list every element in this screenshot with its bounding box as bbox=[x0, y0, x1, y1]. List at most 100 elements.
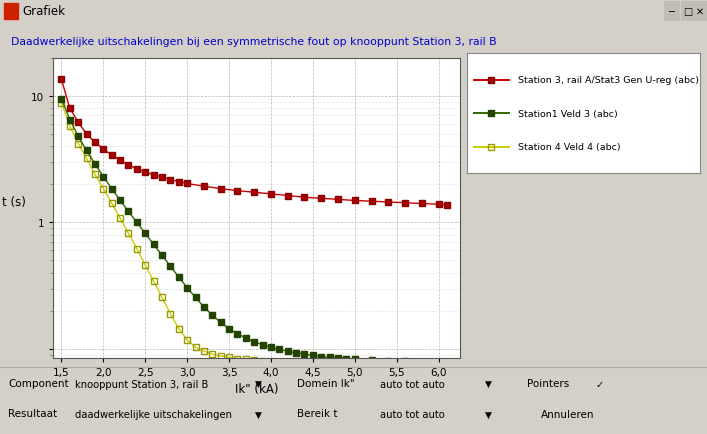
Line: Station 3, rail A/Stat3 Gen U-reg (abc): Station 3, rail A/Stat3 Gen U-reg (abc) bbox=[58, 77, 450, 208]
Station 4 Veld 4 (abc) bbox=[208, 352, 216, 357]
Station 3, rail A/Stat3 Gen U-reg (abc) bbox=[158, 175, 166, 180]
Station 4 Veld 4 (abc) bbox=[158, 295, 166, 300]
Text: ─: ─ bbox=[668, 7, 674, 17]
Text: Pointers: Pointers bbox=[527, 378, 569, 388]
Station 3, rail A/Stat3 Gen U-reg (abc) bbox=[317, 196, 325, 201]
Station 3, rail A/Stat3 Gen U-reg (abc) bbox=[66, 106, 74, 112]
Station 3, rail A/Stat3 Gen U-reg (abc) bbox=[216, 187, 225, 192]
Station 3, rail A/Stat3 Gen U-reg (abc) bbox=[443, 203, 451, 208]
Station1 Veld 3 (abc) bbox=[66, 118, 74, 123]
Text: Annuleren: Annuleren bbox=[541, 409, 594, 419]
Text: auto tot auto: auto tot auto bbox=[380, 409, 445, 419]
Text: ✓: ✓ bbox=[595, 379, 603, 388]
Text: □: □ bbox=[684, 7, 693, 17]
Station 4 Veld 4 (abc) bbox=[133, 247, 141, 252]
Text: ▼: ▼ bbox=[255, 379, 262, 388]
Station1 Veld 3 (abc) bbox=[384, 358, 392, 363]
Text: ▼: ▼ bbox=[255, 410, 262, 419]
Station1 Veld 3 (abc) bbox=[124, 209, 133, 214]
Station 4 Veld 4 (abc) bbox=[116, 216, 124, 221]
Station 4 Veld 4 (abc) bbox=[66, 124, 74, 129]
Station 4 Veld 4 (abc) bbox=[183, 338, 192, 343]
Text: Component: Component bbox=[8, 378, 69, 388]
Station 3, rail A/Stat3 Gen U-reg (abc) bbox=[334, 197, 342, 203]
Station 4 Veld 4 (abc) bbox=[216, 354, 225, 359]
Station 3, rail A/Stat3 Gen U-reg (abc) bbox=[418, 201, 426, 207]
Station 4 Veld 4 (abc) bbox=[99, 187, 107, 192]
Station 4 Veld 4 (abc) bbox=[258, 358, 267, 363]
Station 4 Veld 4 (abc) bbox=[233, 356, 242, 361]
Station1 Veld 3 (abc) bbox=[149, 242, 158, 247]
Line: Station1 Veld 3 (abc): Station1 Veld 3 (abc) bbox=[58, 96, 450, 366]
Station1 Veld 3 (abc) bbox=[242, 335, 250, 341]
Y-axis label: t (s): t (s) bbox=[2, 195, 26, 208]
Station1 Veld 3 (abc) bbox=[208, 313, 216, 318]
Text: Station 4 Veld 4 (abc): Station 4 Veld 4 (abc) bbox=[518, 143, 621, 152]
Station1 Veld 3 (abc) bbox=[141, 231, 149, 237]
Station1 Veld 3 (abc) bbox=[258, 342, 267, 348]
Station1 Veld 3 (abc) bbox=[175, 275, 183, 280]
Station1 Veld 3 (abc) bbox=[166, 264, 175, 269]
Station 4 Veld 4 (abc) bbox=[57, 101, 66, 106]
Station 3, rail A/Stat3 Gen U-reg (abc) bbox=[166, 178, 175, 183]
Station 3, rail A/Stat3 Gen U-reg (abc) bbox=[199, 184, 208, 189]
Station 4 Veld 4 (abc) bbox=[82, 157, 90, 162]
Station 4 Veld 4 (abc) bbox=[300, 360, 309, 365]
Station 4 Veld 4 (abc) bbox=[124, 231, 133, 237]
Station1 Veld 3 (abc) bbox=[334, 355, 342, 361]
Station1 Veld 3 (abc) bbox=[250, 339, 259, 345]
Station1 Veld 3 (abc) bbox=[133, 220, 141, 226]
Station 3, rail A/Stat3 Gen U-reg (abc) bbox=[233, 189, 242, 194]
Station1 Veld 3 (abc) bbox=[82, 148, 90, 154]
Station1 Veld 3 (abc) bbox=[443, 360, 451, 365]
Station 4 Veld 4 (abc) bbox=[74, 141, 83, 147]
Station1 Veld 3 (abc) bbox=[90, 162, 99, 167]
Station 4 Veld 4 (abc) bbox=[90, 172, 99, 178]
Station 3, rail A/Stat3 Gen U-reg (abc) bbox=[401, 201, 409, 206]
Station 3, rail A/Stat3 Gen U-reg (abc) bbox=[384, 200, 392, 205]
Station 4 Veld 4 (abc) bbox=[418, 361, 426, 366]
Line: Station 4 Veld 4 (abc): Station 4 Veld 4 (abc) bbox=[58, 101, 450, 367]
Station 3, rail A/Stat3 Gen U-reg (abc) bbox=[141, 170, 149, 175]
Station 4 Veld 4 (abc) bbox=[275, 359, 284, 365]
Text: ✕: ✕ bbox=[696, 7, 704, 17]
Station 3, rail A/Stat3 Gen U-reg (abc) bbox=[57, 78, 66, 83]
Station 3, rail A/Stat3 Gen U-reg (abc) bbox=[90, 140, 99, 145]
Station 4 Veld 4 (abc) bbox=[107, 201, 116, 206]
Station 4 Veld 4 (abc) bbox=[384, 361, 392, 366]
Station1 Veld 3 (abc) bbox=[199, 305, 208, 310]
Station1 Veld 3 (abc) bbox=[99, 174, 107, 180]
Station 3, rail A/Stat3 Gen U-reg (abc) bbox=[267, 192, 275, 197]
Station1 Veld 3 (abc) bbox=[300, 352, 309, 357]
Text: Station 3, rail A/Stat3 Gen U-reg (abc): Station 3, rail A/Stat3 Gen U-reg (abc) bbox=[518, 76, 699, 85]
Station 4 Veld 4 (abc) bbox=[334, 361, 342, 366]
Station 4 Veld 4 (abc) bbox=[175, 326, 183, 332]
Bar bbox=[664, 2, 680, 22]
Station 4 Veld 4 (abc) bbox=[225, 355, 233, 360]
Station 4 Veld 4 (abc) bbox=[192, 345, 200, 350]
Station 3, rail A/Stat3 Gen U-reg (abc) bbox=[124, 163, 133, 168]
Station1 Veld 3 (abc) bbox=[292, 351, 300, 356]
Station 3, rail A/Stat3 Gen U-reg (abc) bbox=[82, 132, 90, 137]
Station1 Veld 3 (abc) bbox=[275, 347, 284, 352]
Text: Grafiek: Grafiek bbox=[22, 6, 65, 18]
Text: auto tot auto: auto tot auto bbox=[380, 379, 445, 389]
Station 4 Veld 4 (abc) bbox=[292, 360, 300, 365]
Station1 Veld 3 (abc) bbox=[317, 354, 325, 359]
Station1 Veld 3 (abc) bbox=[342, 356, 351, 361]
Station 3, rail A/Stat3 Gen U-reg (abc) bbox=[175, 180, 183, 185]
Station 4 Veld 4 (abc) bbox=[401, 361, 409, 366]
Station 3, rail A/Stat3 Gen U-reg (abc) bbox=[284, 194, 292, 199]
Station1 Veld 3 (abc) bbox=[325, 355, 334, 360]
Station1 Veld 3 (abc) bbox=[267, 345, 275, 350]
Station1 Veld 3 (abc) bbox=[116, 198, 124, 203]
Station 4 Veld 4 (abc) bbox=[325, 361, 334, 366]
Text: ▼: ▼ bbox=[485, 379, 492, 388]
Station1 Veld 3 (abc) bbox=[434, 360, 443, 365]
Station1 Veld 3 (abc) bbox=[225, 326, 233, 332]
Station 3, rail A/Stat3 Gen U-reg (abc) bbox=[133, 167, 141, 172]
Station 3, rail A/Stat3 Gen U-reg (abc) bbox=[300, 195, 309, 201]
Station 4 Veld 4 (abc) bbox=[309, 361, 317, 366]
Station 3, rail A/Stat3 Gen U-reg (abc) bbox=[368, 199, 376, 204]
Station 4 Veld 4 (abc) bbox=[342, 361, 351, 366]
